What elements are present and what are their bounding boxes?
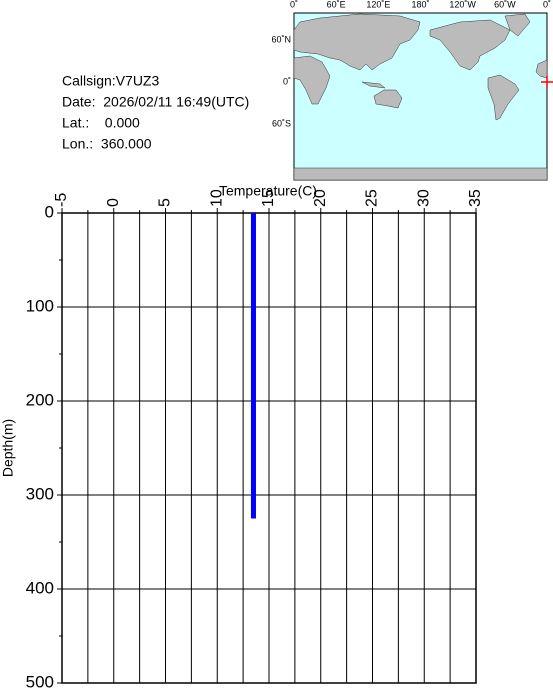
map-lon-label: 120˚E <box>366 0 390 9</box>
station-info: Callsign:V7UZ3 Date: 2026/02/11 16:49(UTC… <box>62 73 249 152</box>
map-lat-label: 60˚N <box>271 34 291 44</box>
info-line: Lat.: 0.000 <box>62 115 140 131</box>
land <box>293 13 548 181</box>
y-tick-label: 100 <box>26 296 54 315</box>
station-marker <box>541 76 553 88</box>
map-lon-label: 180˚ <box>411 0 429 9</box>
y-tick-label: 200 <box>26 390 54 409</box>
x-axis-title: Temperature(C) <box>219 183 317 199</box>
x-tick-label: 0 <box>105 198 122 207</box>
info-line: Date: 2026/02/11 16:49(UTC) <box>62 94 249 110</box>
x-tick-label: -5 <box>53 193 70 207</box>
map-lon-label: 60˚W <box>494 0 516 9</box>
x-tick-label: 20 <box>312 189 329 207</box>
map-lat-label: 60˚S <box>272 118 291 128</box>
y-tick-label: 0 <box>45 202 54 221</box>
x-tick-label: 30 <box>415 189 432 207</box>
y-axis-title: Depth(m) <box>0 419 16 477</box>
map-lon-label: 0˚ <box>543 0 551 9</box>
info-line: Lon.: 360.000 <box>62 136 152 152</box>
map-labels: 0˚ 60˚E 120˚E 180˚ 120˚W 60˚W 0˚ 60˚N 0˚ 60˚S <box>271 0 551 128</box>
x-tick-label: 15 <box>260 189 277 207</box>
x-tick-label: 5 <box>157 198 174 207</box>
y-tick-label: 500 <box>26 672 54 690</box>
map-lat-label: 0˚ <box>283 76 291 86</box>
x-tick-label: 35 <box>467 189 484 207</box>
map-lon-label: 120˚W <box>449 0 476 9</box>
plot-frame <box>61 212 477 684</box>
y-tick-label: 400 <box>26 578 54 597</box>
y-tick-label: 300 <box>26 484 54 503</box>
map-inset <box>293 12 553 181</box>
x-tick-label: 10 <box>208 189 225 207</box>
info-line: Callsign:V7UZ3 <box>62 73 159 89</box>
map-lon-label: 0˚ <box>290 0 298 9</box>
map-lon-label: 60˚E <box>327 0 346 9</box>
x-tick-label: 25 <box>364 189 381 207</box>
